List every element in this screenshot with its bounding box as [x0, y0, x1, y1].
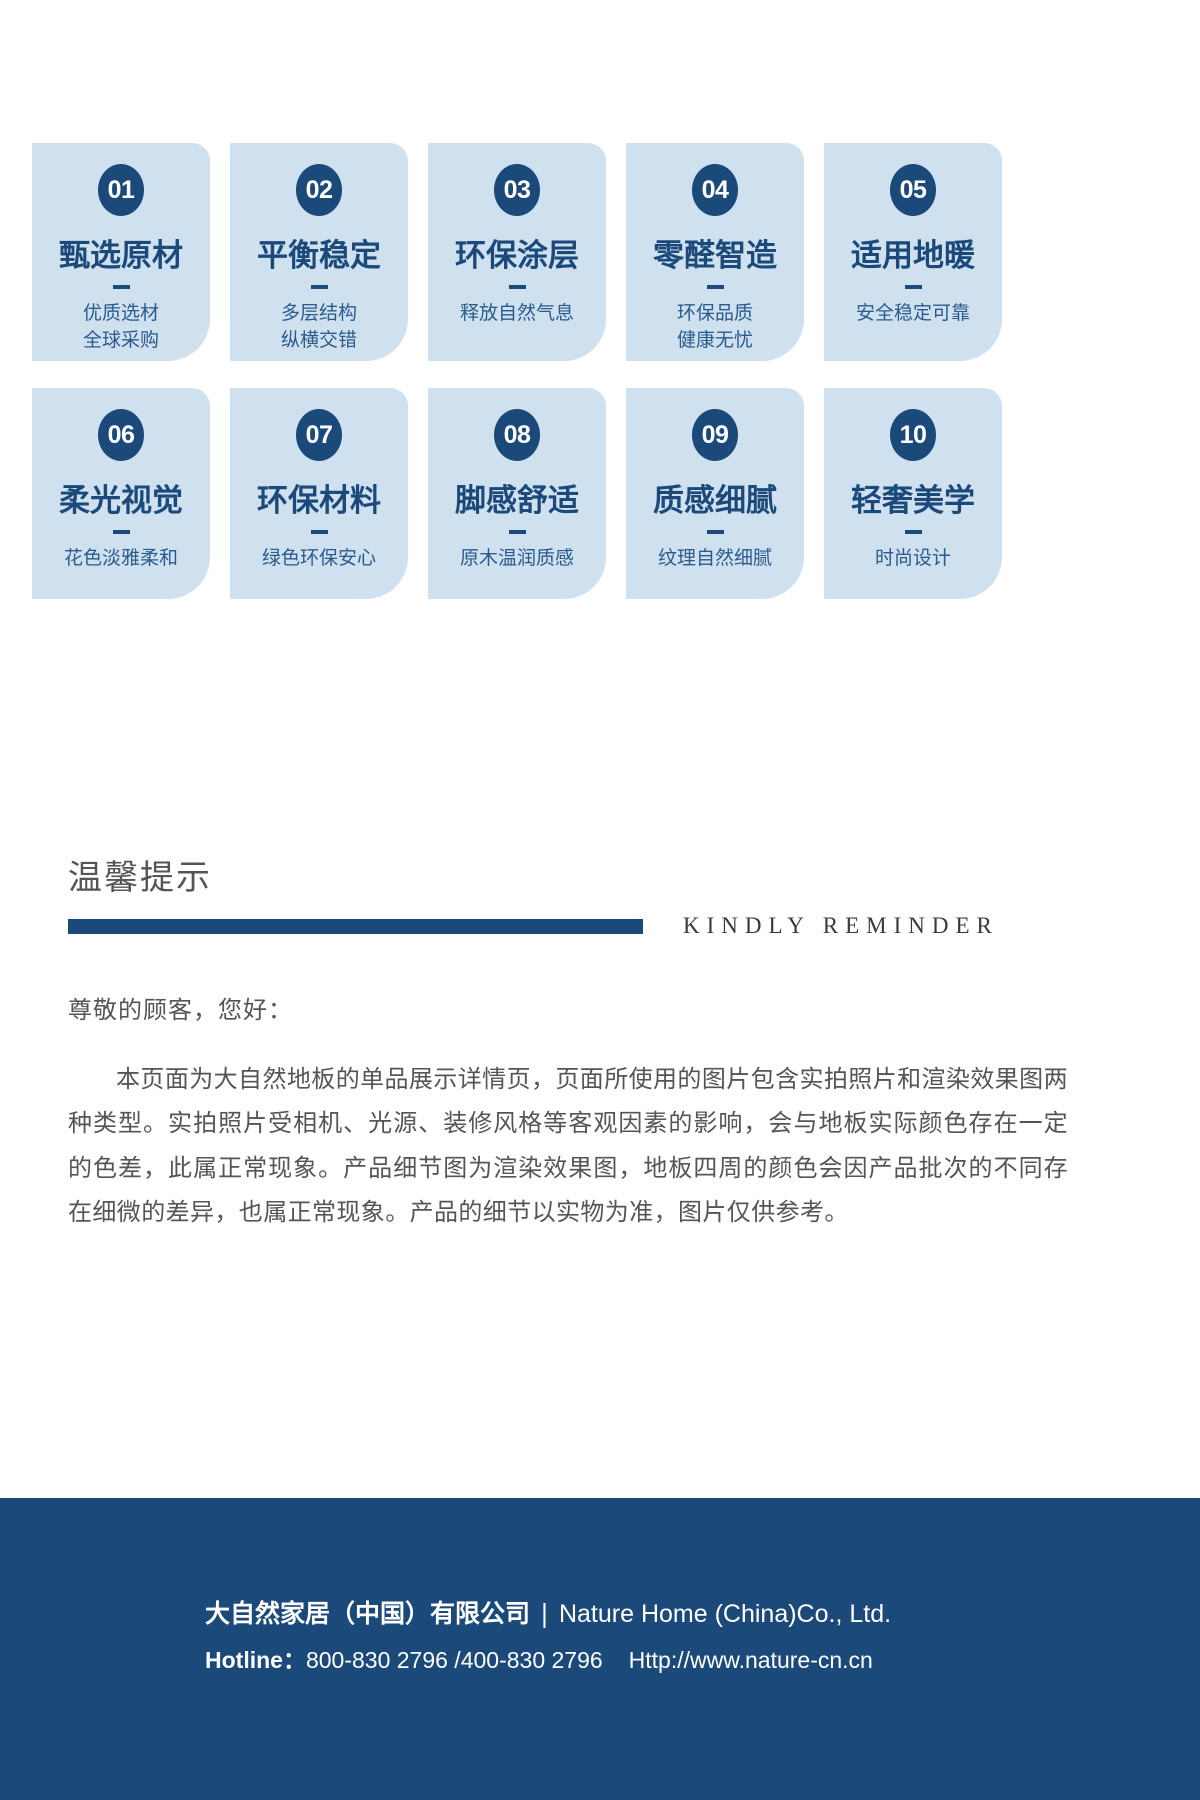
feature-divider-icon	[508, 285, 526, 289]
footer-hotline-label: Hotline：	[205, 1647, 306, 1673]
reminder-body-block: 尊敬的顾客，您好： 本页面为大自然地板的单品展示详情页，页面所使用的图片包含实拍…	[68, 990, 1068, 1235]
page-footer: 大自然家居（中国）有限公司 ❘ Nature Home (China)Co., Lt…	[0, 1498, 1200, 1800]
feature-card-04[interactable]: 04 零醛智造 环保品质 健康无忧	[626, 143, 804, 361]
feature-description: 环保品质 健康无忧	[676, 302, 753, 351]
feature-description: 花色淡雅柔和	[63, 547, 178, 569]
reminder-heading-block: 温馨提示 KINDLY REMINDER	[68, 850, 1132, 939]
feature-card-08[interactable]: 08 脚感舒适 原木温润质感	[428, 388, 606, 599]
feature-card-02[interactable]: 02 平衡稳定 多层结构 纵横交错	[230, 143, 408, 361]
feature-title: 零醛智造	[653, 238, 777, 274]
feature-title: 平衡稳定	[257, 238, 381, 274]
feature-card-10[interactable]: 10 轻奢美学 时尚设计	[824, 388, 1002, 599]
feature-description: 原木温润质感	[459, 547, 574, 569]
reminder-rule-row: KINDLY REMINDER	[68, 913, 1132, 939]
feature-title: 环保材料	[257, 483, 381, 519]
feature-title: 环保涂层	[455, 238, 579, 274]
reminder-title-en: KINDLY REMINDER	[683, 913, 999, 938]
feature-divider-icon	[112, 530, 130, 534]
feature-title: 轻奢美学	[851, 483, 975, 519]
feature-number-badge: 02	[296, 164, 342, 216]
feature-number-badge: 05	[890, 164, 936, 216]
footer-company-en: Nature Home (China)Co., Ltd.	[558, 1600, 892, 1628]
feature-grid: 01 甄选原材 优质选材 全球采购 02 平衡稳定 多层结构 纵横交错 03 环…	[32, 143, 1168, 626]
feature-card-05[interactable]: 05 适用地暖 安全稳定可靠	[824, 143, 1002, 361]
feature-number-badge: 07	[296, 409, 342, 461]
feature-card-09[interactable]: 09 质感细腻 纹理自然细腻	[626, 388, 804, 599]
feature-card-07[interactable]: 07 环保材料 绿色环保安心	[230, 388, 408, 599]
footer-separator-icon: ❘	[534, 1599, 555, 1628]
feature-title: 质感细腻	[653, 483, 777, 519]
feature-title: 甄选原材	[59, 238, 183, 274]
feature-divider-icon	[112, 285, 130, 289]
feature-title: 脚感舒适	[455, 483, 579, 519]
feature-card-03[interactable]: 03 环保涂层 释放自然气息	[428, 143, 606, 361]
feature-divider-icon	[310, 530, 328, 534]
reminder-rule-bar	[68, 918, 643, 934]
reminder-title-cn: 温馨提示	[68, 858, 212, 898]
feature-description: 纹理自然细腻	[657, 547, 772, 569]
feature-divider-icon	[904, 285, 922, 289]
feature-number-badge: 08	[494, 409, 540, 461]
feature-description: 时尚设计	[874, 547, 951, 569]
feature-divider-icon	[508, 530, 526, 534]
footer-website-url[interactable]: Http://www.nature-cn.cn	[628, 1647, 873, 1673]
feature-description: 绿色环保安心	[261, 547, 376, 569]
feature-number-badge: 10	[890, 409, 936, 461]
feature-number-badge: 09	[692, 409, 738, 461]
footer-contact-line: Hotline：800-830 2796 /400-830 2796 Http:/…	[205, 1641, 891, 1675]
feature-description: 多层结构 纵横交错	[280, 302, 357, 351]
feature-divider-icon	[706, 530, 724, 534]
footer-company-cn: 大自然家居（中国）有限公司	[205, 1599, 531, 1628]
feature-description: 安全稳定可靠	[855, 302, 970, 324]
feature-card-01[interactable]: 01 甄选原材 优质选材 全球采购	[32, 143, 210, 361]
feature-row-2: 06 柔光视觉 花色淡雅柔和 07 环保材料 绿色环保安心 08 脚感舒适 原木…	[32, 388, 1168, 599]
feature-number-badge: 06	[98, 409, 144, 461]
feature-number-badge: 03	[494, 164, 540, 216]
feature-title: 柔光视觉	[59, 483, 183, 519]
feature-description: 释放自然气息	[459, 302, 574, 324]
feature-number-badge: 01	[98, 164, 144, 216]
feature-divider-icon	[310, 285, 328, 289]
feature-card-06[interactable]: 06 柔光视觉 花色淡雅柔和	[32, 388, 210, 599]
footer-hotline-value[interactable]: 800-830 2796 /400-830 2796	[305, 1647, 603, 1673]
feature-description: 优质选材 全球采购	[82, 302, 159, 351]
footer-company-line: 大自然家居（中国）有限公司 ❘ Nature Home (China)Co., Lt…	[205, 1594, 891, 1630]
footer-content: 大自然家居（中国）有限公司 ❘ Nature Home (China)Co., Lt…	[205, 1594, 891, 1675]
feature-title: 适用地暖	[851, 238, 975, 274]
feature-divider-icon	[904, 530, 922, 534]
feature-number-badge: 04	[692, 164, 738, 216]
reminder-paragraph: 本页面为大自然地板的单品展示详情页，页面所使用的图片包含实拍照片和渲染效果图两种…	[68, 1065, 1068, 1227]
feature-divider-icon	[706, 285, 724, 289]
reminder-greeting: 尊敬的顾客，您好：	[68, 996, 293, 1024]
feature-row-1: 01 甄选原材 优质选材 全球采购 02 平衡稳定 多层结构 纵横交错 03 环…	[32, 143, 1168, 361]
